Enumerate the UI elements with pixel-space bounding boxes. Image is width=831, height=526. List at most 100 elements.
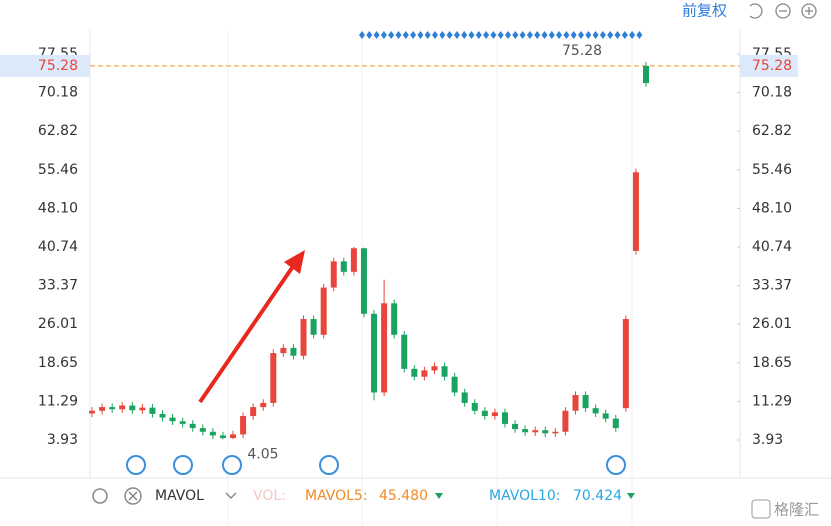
adjust-mode[interactable]: 前复权 — [682, 2, 727, 20]
y-tick-label: 33.37 — [752, 278, 792, 294]
last-price-label: 75.28 — [38, 58, 78, 74]
candle-body — [250, 407, 257, 417]
y-tick-label: 3.93 — [47, 432, 78, 448]
y-tick-label: 26.01 — [38, 316, 78, 332]
event-marker — [461, 31, 468, 39]
candle-body — [381, 303, 388, 393]
candle-body — [632, 172, 639, 251]
event-icon[interactable] — [126, 455, 146, 475]
zoom-in-icon[interactable] — [801, 3, 817, 19]
event-marker — [373, 31, 380, 39]
event-marker — [563, 31, 570, 39]
last-price-annotation: 75.28 — [562, 43, 602, 59]
event-marker — [424, 31, 431, 39]
candle-body — [612, 418, 619, 429]
candle-body — [582, 395, 589, 409]
y-tick-label: 18.65 — [752, 355, 792, 371]
event-icons[interactable] — [126, 455, 626, 475]
candle-body — [451, 376, 458, 393]
vol-label: VOL: — [253, 488, 286, 504]
event-marker — [402, 31, 409, 39]
event-marker — [599, 31, 606, 39]
event-icon[interactable] — [319, 455, 339, 475]
candle-body — [149, 407, 156, 414]
event-marker — [578, 31, 584, 39]
candle-body — [421, 370, 428, 377]
candle-body — [260, 402, 267, 408]
event-marker — [636, 31, 643, 39]
y-tick-label: 11.29 — [752, 393, 792, 409]
candle-body — [522, 429, 529, 433]
candle-body — [189, 423, 196, 429]
toolbar-icons[interactable] — [749, 3, 817, 19]
event-marker — [417, 31, 424, 39]
event-marker — [534, 31, 541, 39]
event-marker — [585, 31, 592, 39]
candle-body — [280, 347, 287, 354]
candle-body — [622, 319, 629, 409]
dropdown-icon[interactable] — [225, 492, 237, 500]
y-tick-label: 18.65 — [38, 355, 78, 371]
candle-body — [240, 416, 247, 435]
event-marker — [505, 31, 511, 39]
candle-body — [209, 431, 216, 436]
vertical-grid — [227, 30, 633, 526]
close-icon[interactable] — [124, 487, 142, 505]
indicator-name[interactable]: MAVOL — [155, 488, 204, 504]
y-tick-label: 11.29 — [38, 393, 78, 409]
candle-body — [481, 410, 488, 417]
candle-body — [501, 412, 508, 424]
event-marker — [607, 31, 614, 39]
event-icon[interactable] — [222, 455, 242, 475]
event-icon[interactable] — [606, 455, 626, 475]
y-tick-label: 48.10 — [38, 200, 78, 216]
candle-body — [109, 407, 116, 410]
event-marker — [592, 31, 599, 39]
event-marker — [556, 31, 563, 39]
event-marker — [483, 31, 490, 39]
event-marker — [497, 31, 504, 39]
plot: 3.93 3.93 11.29 11.29 18.65 18.65 26.01 26.01 33… — [0, 43, 798, 462]
y-tick-label: 70.18 — [38, 85, 78, 101]
candle-body — [129, 405, 136, 411]
candle-body — [350, 248, 357, 272]
settings-icon[interactable] — [92, 488, 108, 504]
candle-body — [360, 248, 367, 314]
y-tick-label: 62.82 — [38, 123, 78, 139]
mavol5-label: MAVOL5: — [305, 488, 368, 504]
candle-body — [270, 353, 277, 403]
watermark-logo — [751, 499, 771, 519]
candle-body — [542, 430, 549, 434]
candle-body — [330, 261, 337, 288]
y-tick-label: 55.46 — [38, 162, 78, 178]
candle-body — [300, 319, 307, 356]
event-marker — [526, 31, 533, 39]
zoom-out-icon[interactable] — [775, 3, 791, 19]
event-markers — [359, 31, 643, 39]
event-marker — [410, 31, 417, 39]
candle-body — [169, 417, 176, 422]
candle-body — [491, 412, 498, 417]
watermark: 格隆汇 — [774, 501, 819, 519]
event-marker — [432, 31, 438, 39]
event-icon[interactable] — [173, 455, 193, 475]
candle-body — [643, 65, 649, 84]
candle-body — [199, 428, 206, 432]
price-label-bg — [0, 54, 90, 77]
candle-body — [99, 407, 106, 411]
event-marker — [468, 31, 475, 39]
event-marker — [490, 31, 497, 39]
candle-body — [532, 430, 539, 433]
event-marker — [512, 31, 519, 39]
event-marker — [548, 31, 555, 39]
y-tick-label: 48.10 — [752, 200, 792, 216]
y-tick-label: 3.93 — [752, 432, 783, 448]
event-marker — [614, 31, 621, 39]
annotation-arrow — [198, 250, 305, 404]
undo-icon[interactable] — [749, 3, 763, 19]
candle-body — [219, 435, 226, 439]
y-tick-label: 40.74 — [38, 239, 78, 255]
mavol10-value: 70.424 — [573, 488, 622, 504]
event-marker — [395, 31, 402, 39]
